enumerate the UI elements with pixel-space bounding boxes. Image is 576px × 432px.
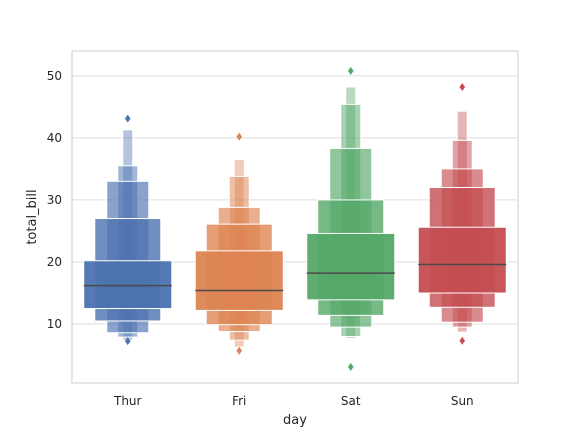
y-tick-label: 10 <box>47 317 62 331</box>
outlier-point <box>124 114 131 123</box>
boxen-box <box>417 226 507 294</box>
x-tick-label: Sat <box>341 394 361 408</box>
boxen-group-fri <box>194 132 284 355</box>
outlier-point <box>347 66 354 75</box>
y-tick-label: 20 <box>47 255 62 269</box>
boxen-marks <box>83 66 507 371</box>
outlier-point <box>459 336 466 345</box>
x-tick-labels: Thur Fri Sat Sun <box>113 394 474 408</box>
y-tick-label: 50 <box>47 69 62 83</box>
x-tick-label: Fri <box>232 394 246 408</box>
y-tick-label: 40 <box>47 131 62 145</box>
boxen-group-sat <box>306 66 396 371</box>
boxen-group-thur <box>83 114 173 346</box>
outlier-point <box>124 337 131 346</box>
y-tick-label: 30 <box>47 193 62 207</box>
boxen-box <box>306 232 396 301</box>
boxen-box <box>83 260 173 310</box>
x-axis-label: day <box>283 413 307 428</box>
outlier-point <box>236 132 243 141</box>
outlier-point <box>459 82 466 91</box>
boxen-group-sun <box>417 82 507 345</box>
boxen-box <box>194 250 284 311</box>
y-tick-labels: 10 20 30 40 50 <box>47 69 62 331</box>
y-axis-label: total_bill <box>25 189 40 244</box>
x-tick-label: Thur <box>113 394 142 408</box>
outlier-point <box>347 362 354 371</box>
outlier-point <box>236 346 243 355</box>
x-tick-label: Sun <box>451 394 474 408</box>
